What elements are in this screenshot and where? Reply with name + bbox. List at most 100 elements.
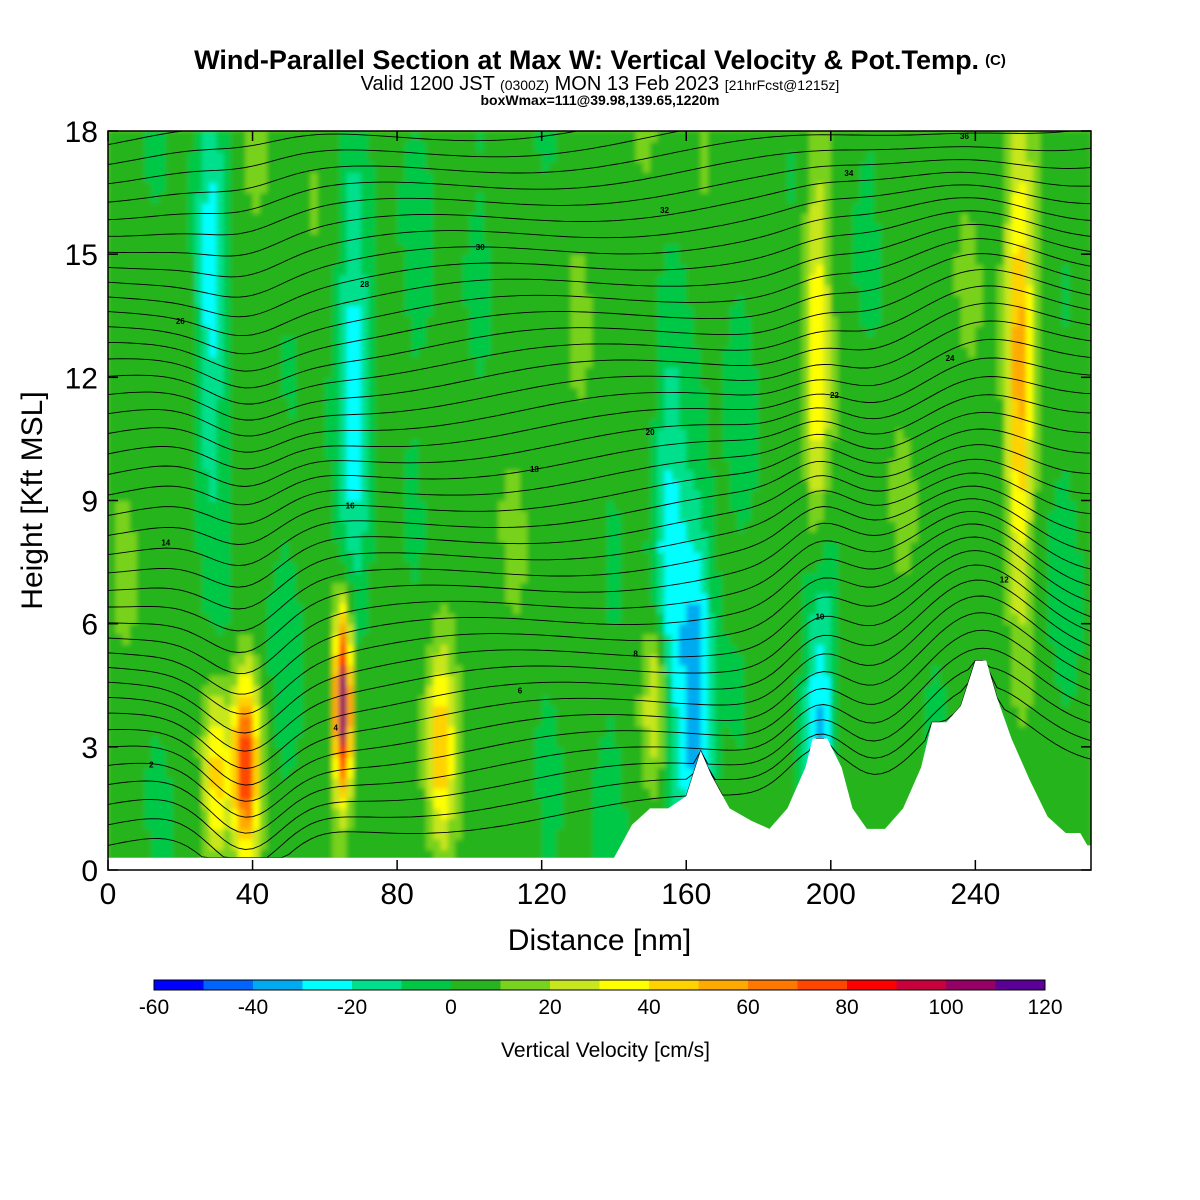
colorbar-tick-label: 60: [736, 996, 759, 1019]
theta-label: 10: [815, 613, 824, 622]
isentrope-line: [108, 197, 1091, 298]
isentrope-line: [108, 338, 1091, 453]
y-axis-label: Height [Kft MSL]: [16, 391, 49, 609]
isentrope-line: [108, 320, 1091, 437]
theta-label: 4: [333, 723, 338, 732]
isentrope-line: [108, 660, 1091, 859]
isentrope-line: [108, 184, 1091, 278]
isentrope-line: [108, 48, 1091, 125]
chart-subtitle: Valid 1200 JST (0300Z) MON 13 Feb 2023 […: [0, 72, 1200, 97]
theta-label: 30: [476, 243, 485, 252]
isentrope-line: [108, 411, 1091, 525]
isentrope-line: [108, 302, 1091, 421]
isentrope-line: [108, 595, 1091, 786]
isentrope-line: [108, 523, 1091, 695]
x-tick-label: 0: [100, 878, 117, 911]
colorbar-swatch: [550, 980, 600, 990]
colorbar-swatch: [302, 980, 353, 990]
isentrope-line: [108, 376, 1091, 487]
isentrope-line: [108, 210, 1091, 318]
colorbar-swatch: [797, 980, 848, 990]
theta-label: 14: [161, 539, 170, 548]
theta-label: 22: [830, 391, 839, 400]
isentrope-line: [108, 510, 1091, 675]
theta-label: 2: [149, 760, 154, 769]
colorbar-swatch: [649, 980, 699, 990]
isentrope-line: [108, 159, 1091, 237]
colorbar-swatch: [896, 980, 947, 990]
colorbar-swatch: [451, 980, 501, 990]
isentrope-line: [108, 146, 1091, 221]
isentrope-line: [108, 268, 1091, 389]
theta-label: 20: [646, 428, 655, 437]
isentrope-line: [108, 485, 1091, 632]
isentrope-line: [108, 238, 1091, 355]
isentrope-line: [108, 647, 1091, 834]
colorbar-tick-label: -60: [139, 996, 169, 1019]
x-tick-label: 200: [806, 878, 856, 911]
y-tick-label: 6: [81, 609, 98, 642]
colorbar-swatch: [352, 980, 402, 990]
x-tick-label: 80: [380, 878, 413, 911]
colorbar-tick-label: 120: [1027, 996, 1062, 1019]
x-axis-label: Distance [nm]: [508, 924, 691, 957]
valid-zulu: (0300Z): [500, 77, 550, 93]
isentrope-line: [108, 394, 1091, 506]
theta-label: 18: [530, 465, 539, 474]
colorbar-swatch: [748, 980, 798, 990]
colorbar-swatch: [847, 980, 897, 990]
theta-label: 12: [1000, 576, 1009, 585]
y-tick-label: 12: [65, 362, 98, 395]
isentrope-line: [108, 536, 1091, 715]
isentrope-line: [108, 444, 1091, 567]
colorbar-tick-label: -40: [238, 996, 268, 1019]
forecast-info: [21hrFcst@1215z]: [724, 77, 840, 93]
colorbar-tick-label: -20: [337, 996, 367, 1019]
colorbar-swatch: [401, 980, 452, 990]
isentrope-line: [108, 131, 683, 185]
theta-label: 34: [844, 169, 853, 178]
terrain-mask: [108, 660, 1091, 870]
theta-label: 36: [960, 132, 969, 141]
colorbar-tick-label: 80: [835, 996, 858, 1019]
isentrope-line: [108, 498, 1091, 653]
theta-label: 32: [660, 206, 669, 215]
isentrope-line: [108, 131, 1075, 203]
isentrope-line: [108, 428, 1091, 545]
colorbar-tick-label: 40: [637, 996, 660, 1019]
colorbar-frame: [153, 979, 1046, 991]
y-tick-label: 3: [81, 732, 98, 765]
theta-label: 6: [518, 686, 523, 695]
theta-label: 26: [176, 317, 185, 326]
velocity-field: [108, 131, 1091, 870]
title-text: Wind-Parallel Section at Max W: Vertical…: [194, 45, 980, 75]
isentrope-line: [108, 357, 1091, 470]
x-tick-label: 160: [661, 878, 711, 911]
isentrope-line: [108, 223, 1091, 337]
chart-title: Wind-Parallel Section at Max W: Vertical…: [0, 44, 1200, 77]
colorbar-tick-label: 20: [538, 996, 561, 1019]
copyright-mark: (C): [985, 52, 1006, 69]
isentrope-line: [108, 579, 1091, 769]
isentrope-line: [108, 612, 1091, 802]
colorbar-swatch: [154, 980, 204, 990]
theta-label: 16: [346, 502, 355, 511]
valid-date: MON 13 Feb 2023: [554, 73, 720, 95]
isentrope-line: [108, 629, 1091, 818]
y-tick-label: 18: [65, 116, 98, 149]
colorbar-swatch: [995, 980, 1046, 990]
isentrope-line: [108, 472, 1091, 610]
colorbar-swatch: [253, 980, 303, 990]
y-tick-label: 0: [81, 855, 98, 888]
colorbar-swatch: [500, 980, 551, 990]
y-tick-label: 9: [81, 486, 98, 519]
x-tick-label: 40: [236, 878, 269, 911]
colorbar-swatch: [698, 980, 749, 990]
colorbar-label: Vertical Velocity [cm/s]: [501, 1039, 710, 1062]
y-tick-label: 15: [65, 239, 98, 272]
isentrope-line: [108, 550, 1091, 734]
box-info: boxWmax=111@39.98,139.65,1220m: [480, 92, 720, 108]
colorbar-swatch: [203, 980, 254, 990]
